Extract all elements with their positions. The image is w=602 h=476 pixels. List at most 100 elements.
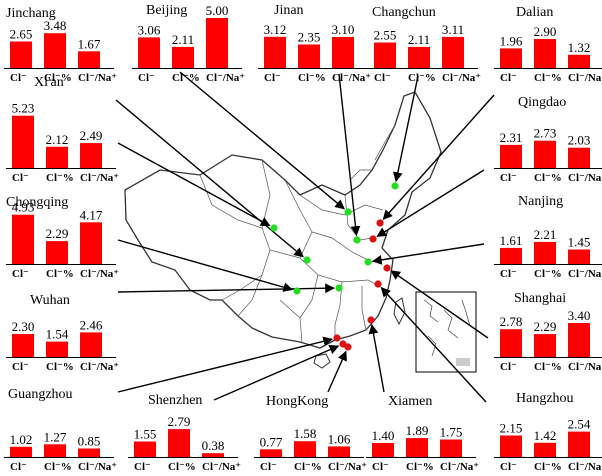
bar-shanghai-0: [500, 329, 522, 357]
value-label: 2.35: [298, 30, 321, 45]
category-label: Cl⁻%: [46, 172, 74, 184]
arrow-qingdao: [376, 169, 485, 237]
category-label: Cl⁻: [10, 461, 27, 473]
category-label: Cl⁻/Na⁺: [568, 361, 602, 373]
category-label: Cl⁻/Na⁺: [332, 72, 371, 84]
category-label: Cl⁻/Na⁺: [80, 268, 119, 280]
category-label: Cl⁻/Na⁺: [568, 172, 602, 184]
arrow-jinan: [338, 73, 361, 237]
value-label: 1.75: [440, 425, 463, 440]
value-label: 2.12: [46, 132, 69, 147]
bar-hongkong-2: [328, 446, 350, 457]
city-name: Nanjing: [518, 194, 563, 209]
bar-nanjing-2: [568, 249, 590, 264]
marker-jinchang: [270, 224, 278, 232]
city-name: Xiamen: [388, 394, 432, 409]
marker-nanjing: [364, 258, 372, 266]
bar-nanjing-0: [500, 247, 522, 264]
city-name: Jinan: [274, 3, 304, 18]
category-label: Cl⁻: [500, 172, 517, 184]
category-label: Cl⁻/Na⁺: [328, 461, 367, 473]
value-label: 2.29: [46, 226, 69, 241]
category-label: Cl⁻%: [534, 361, 562, 373]
city-name: Xi'an: [34, 75, 64, 90]
bar-hongkong-1: [294, 441, 316, 457]
category-label: Cl⁻/Na⁺: [440, 461, 479, 473]
category-label: Cl⁻: [138, 72, 155, 84]
marker-beijing: [344, 208, 352, 216]
city-name: Chongqing: [6, 195, 68, 210]
panel-hangzhou: Hangzhou 2.15 1.42 2.54 Cl⁻ Cl⁻% Cl⁻/Na⁺: [494, 391, 602, 473]
value-label: 4.17: [80, 207, 103, 222]
city-name: Qingdao: [518, 95, 566, 110]
category-label: Cl⁻/Na⁺: [568, 268, 602, 280]
value-label: 2.49: [80, 128, 103, 143]
marker-xiamen: [367, 316, 375, 324]
bar-dalian-2: [568, 54, 590, 68]
value-label: 2.31: [500, 130, 523, 145]
arrow-hangzhou: [380, 286, 487, 403]
bar-wuhan-1: [46, 341, 68, 357]
bar-jinan-1: [298, 44, 320, 68]
category-label: Cl⁻: [500, 461, 517, 473]
value-label: 1.55: [134, 427, 157, 442]
bar-shenzhen-2: [202, 453, 224, 457]
value-label: 2.46: [80, 317, 103, 332]
bar-changchun-0: [374, 42, 396, 68]
bar-jinan-2: [332, 37, 354, 68]
value-label: 1.42: [534, 428, 557, 443]
value-label: 2.21: [534, 227, 557, 242]
panel-beijing: Beijing 3.06 2.11 5.00 Cl⁻ Cl⁻% Cl⁻/Na⁺: [132, 3, 245, 84]
hainan-island: [313, 353, 331, 369]
category-label: Cl⁻%: [534, 172, 562, 184]
value-label: 2.30: [12, 319, 35, 334]
bar-jinchang-2: [78, 51, 100, 68]
bar-beijing-0: [138, 37, 160, 68]
bar-changchun-1: [408, 46, 430, 68]
category-label: Cl⁻: [12, 172, 29, 184]
category-label: Cl⁻%: [294, 461, 322, 473]
category-label: Cl⁻%: [168, 461, 196, 473]
value-label: 1.54: [46, 327, 69, 342]
value-label: 0.85: [78, 434, 101, 449]
category-label: Cl⁻%: [534, 268, 562, 280]
category-label: Cl⁻/Na⁺: [206, 72, 245, 84]
value-label: 0.77: [260, 434, 283, 449]
arrow-xiamen: [368, 323, 385, 393]
category-label: Cl⁻: [500, 72, 517, 84]
bar-beijing-2: [206, 18, 228, 68]
value-label: 1.96: [500, 33, 523, 48]
category-label: Cl⁻: [260, 461, 277, 473]
city-name: Guangzhou: [8, 387, 73, 402]
value-label: 2.73: [534, 126, 557, 141]
category-label: Cl⁻/Na⁺: [568, 72, 602, 84]
bar-guangzhou-2: [78, 448, 100, 457]
category-label: Cl⁻/Na⁺: [442, 72, 481, 84]
value-label: 3.48: [44, 18, 67, 33]
arrow-shenzhen: [213, 345, 340, 401]
city-name: Jinchang: [6, 6, 56, 21]
marker-changchun: [391, 182, 399, 190]
bar-guangzhou-0: [10, 446, 32, 457]
bar-jinan-0: [264, 36, 286, 68]
value-label: 2.11: [408, 32, 430, 47]
arrow-beijing: [179, 71, 345, 210]
category-label: Cl⁻%: [172, 72, 200, 84]
panel-wuhan: Wuhan 2.30 1.54 2.46 Cl⁻ Cl⁻% Cl⁻/Na⁺: [6, 293, 119, 373]
bar-shenzhen-0: [134, 441, 156, 457]
bar-chongqing-0: [12, 214, 34, 264]
bar-wuhan-2: [80, 332, 102, 357]
marker-chongqing: [293, 287, 301, 295]
bar-nanjing-1: [534, 241, 556, 264]
category-label: Cl⁻: [372, 461, 389, 473]
value-label: 5.23: [12, 101, 35, 116]
value-label: 1.40: [372, 428, 395, 443]
category-label: Cl⁻/Na⁺: [202, 461, 241, 473]
bar-jinchang-1: [44, 33, 66, 68]
panel-guangzhou: Guangzhou 1.02 1.27 0.85 Cl⁻ Cl⁻% Cl⁻/Na⁺: [4, 387, 117, 473]
value-label: 1.61: [500, 233, 523, 248]
category-label: Cl⁻: [500, 361, 517, 373]
marker-xi-an: [303, 256, 311, 264]
value-label: 0.38: [202, 438, 225, 453]
